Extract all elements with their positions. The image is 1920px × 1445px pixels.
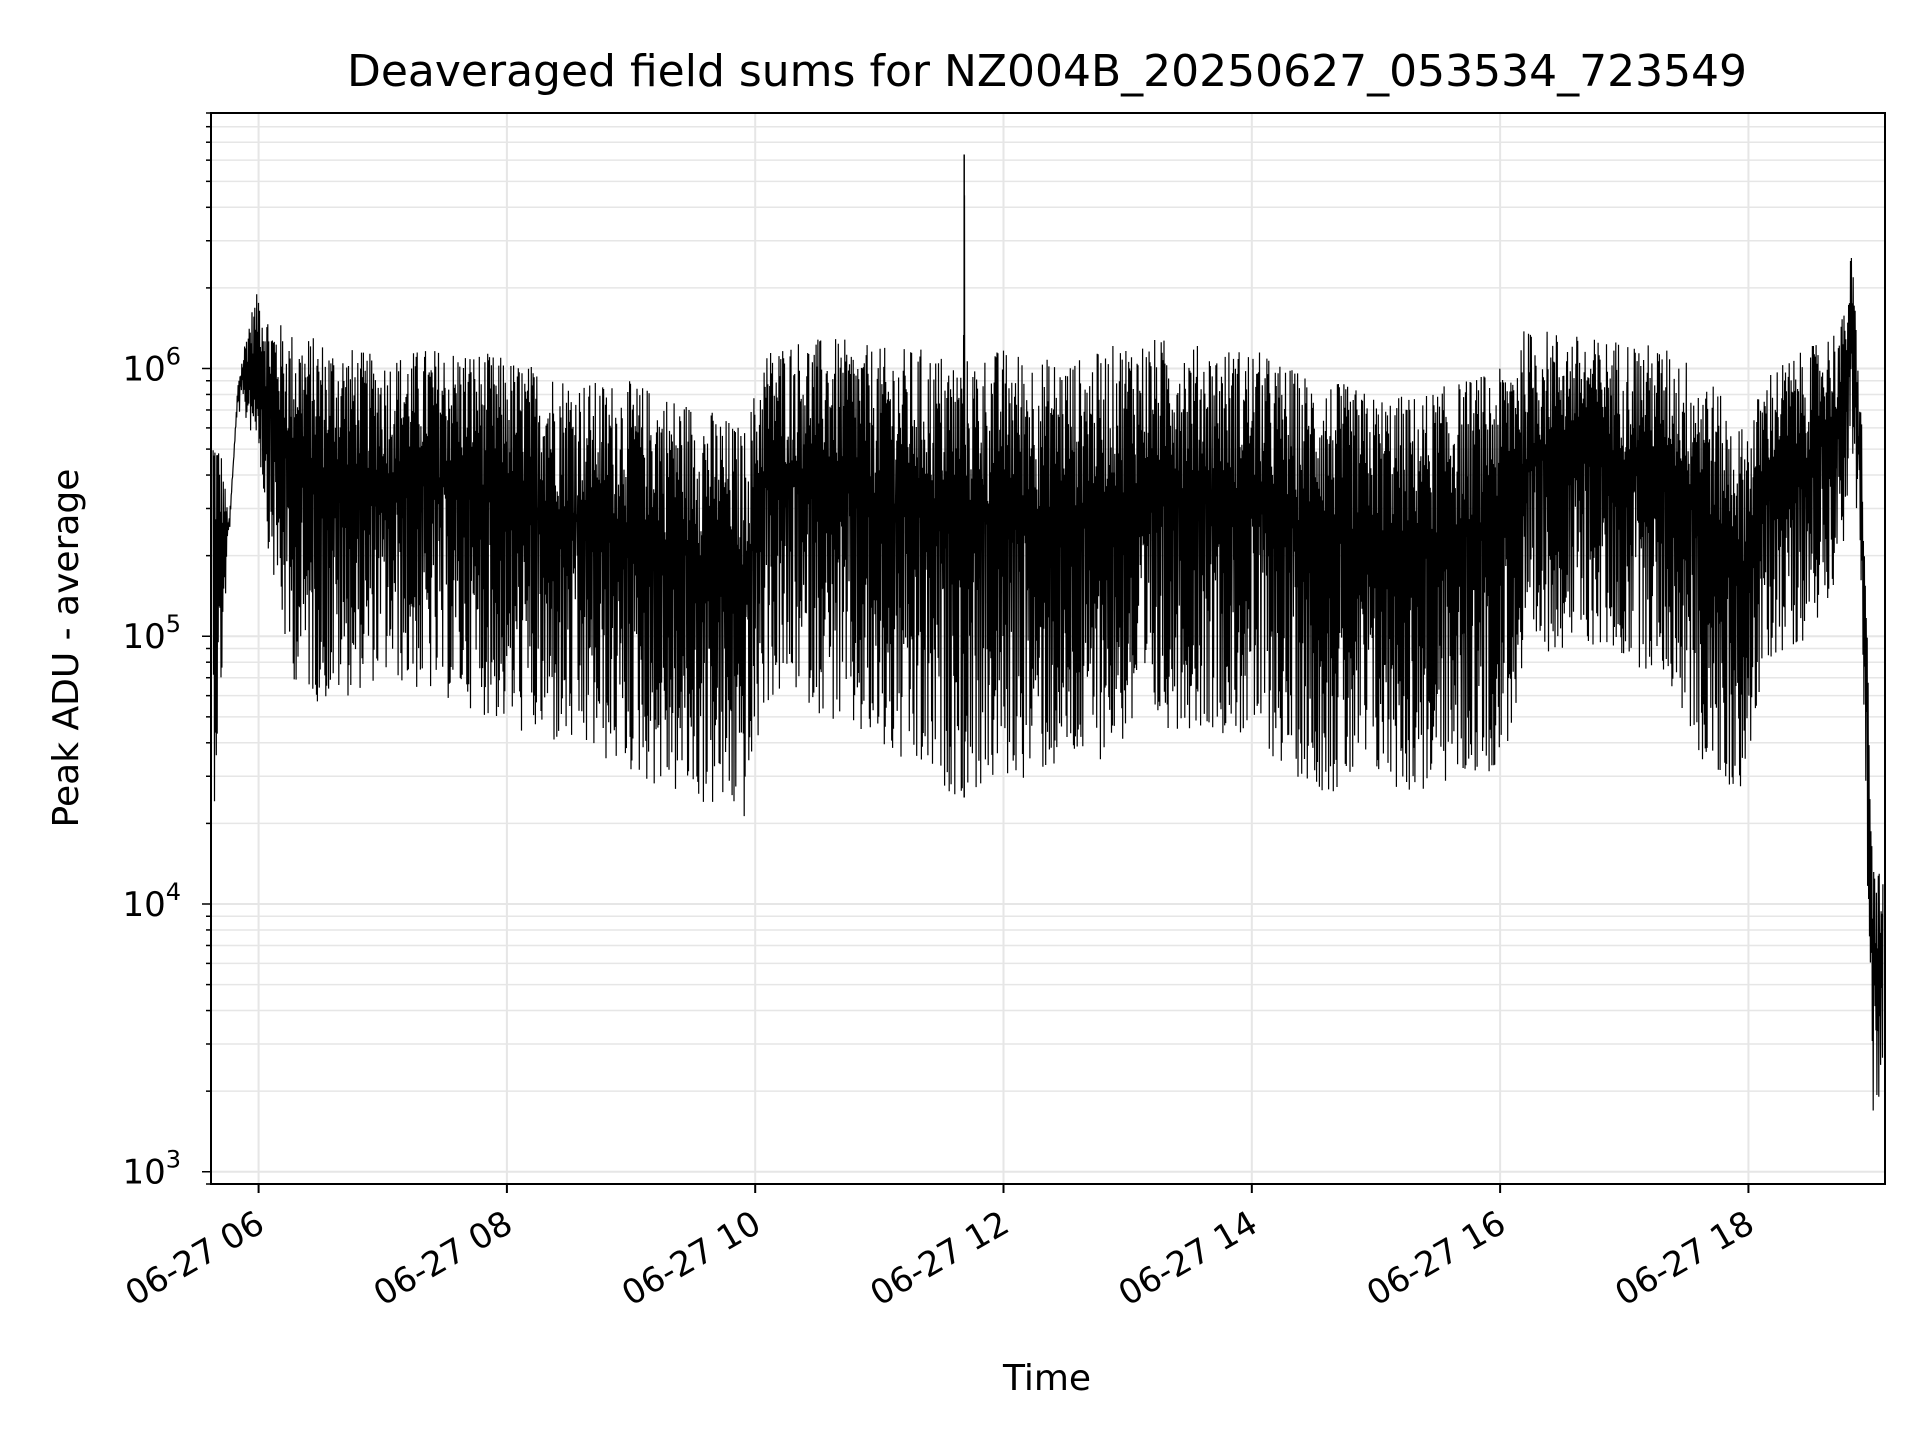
- x-axis-label: Time: [1002, 1358, 1091, 1399]
- series-line: [212, 195, 1884, 1111]
- y-tick-label: 103: [122, 1146, 181, 1193]
- y-axis-label: Peak ADU - average: [46, 469, 87, 828]
- chart-title: Deaveraged field sums for NZ004B_2025062…: [347, 46, 1747, 97]
- y-tick-label: 106: [122, 342, 181, 389]
- y-tick-label: 105: [122, 610, 181, 657]
- y-tick-label: 104: [122, 878, 181, 925]
- plot-area: [212, 154, 1884, 1111]
